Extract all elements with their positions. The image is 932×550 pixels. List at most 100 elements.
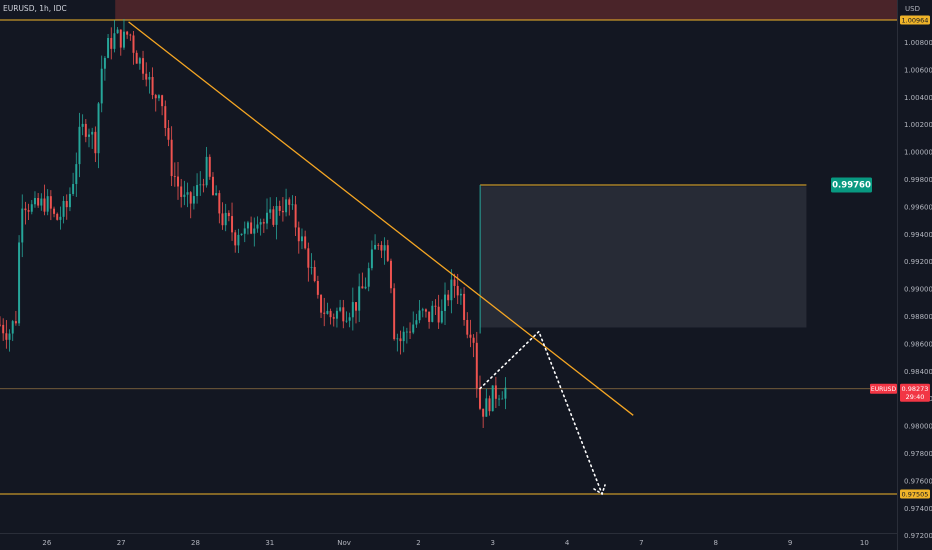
price-tick-label: 0.99200	[904, 258, 932, 266]
price-tick-label: 0.98400	[904, 368, 932, 376]
candlestick-series	[0, 18, 507, 428]
candle-body	[78, 126, 81, 165]
candle-body	[0, 324, 1, 326]
candle-body	[405, 331, 408, 333]
candle-body	[170, 139, 173, 177]
candle-body	[374, 244, 377, 250]
price-tick-label: 0.98600	[904, 340, 932, 348]
candle-body	[358, 286, 361, 311]
candle-body	[161, 95, 164, 107]
time-tick-label: 8	[714, 539, 718, 547]
candle-body	[189, 192, 192, 204]
candle-body	[440, 310, 443, 323]
price-tick-label: 0.97400	[904, 505, 932, 513]
candle-body	[281, 210, 284, 213]
candle-body	[24, 208, 27, 211]
candle-body	[294, 204, 297, 228]
candle-body	[113, 33, 116, 49]
projected-path[interactable]	[479, 330, 603, 495]
candle-body	[424, 309, 427, 312]
time-tick-label: 27	[117, 539, 126, 547]
candle-body	[323, 312, 326, 314]
candle-body	[278, 206, 281, 211]
target-zone-box[interactable]	[480, 186, 807, 328]
candle-body	[329, 310, 332, 318]
candle-body	[482, 408, 485, 417]
time-tick-label: Nov	[337, 539, 351, 547]
candle-body	[243, 228, 246, 234]
candle-body	[246, 222, 249, 229]
candle-body	[126, 31, 129, 35]
price-tick-label: 0.98000	[904, 423, 932, 431]
candle-body	[383, 245, 386, 251]
candle-body	[453, 279, 456, 286]
candle-body	[418, 310, 421, 321]
price-tick-label: 1.00800	[904, 39, 932, 47]
candle-body	[380, 245, 383, 251]
candle-body	[412, 324, 415, 333]
candle-body	[501, 398, 504, 400]
candle-body	[367, 268, 370, 287]
candle-body	[297, 227, 300, 242]
projection-arrowhead-stroke	[593, 484, 606, 496]
price-tick-label: 0.99600	[904, 203, 932, 211]
candle-body	[192, 196, 195, 204]
candle-body	[205, 156, 208, 186]
symbol-label: EURUSD, 1h, IDC	[3, 4, 67, 13]
time-tick-label: 3	[491, 539, 495, 547]
candle-body	[396, 338, 399, 340]
time-tick-label: 26	[42, 539, 51, 547]
candle-body	[167, 128, 170, 140]
candle-body	[221, 213, 224, 226]
candle-body	[94, 131, 97, 154]
candle-body	[402, 331, 405, 342]
candle-body	[393, 288, 396, 340]
candle-body	[234, 232, 237, 246]
price-badges: 1.00964 0.97505 0.99760 EURUSD 0.98273 2…	[831, 15, 930, 499]
symbol-price-badge-text: EURUSD	[871, 386, 897, 393]
candle-body	[339, 307, 342, 311]
candle-body	[43, 198, 46, 212]
price-axis-panel[interactable]	[897, 0, 932, 550]
time-tick-label: 2	[416, 539, 420, 547]
candle-body	[342, 307, 345, 322]
candle-body	[262, 222, 265, 224]
time-tick-label: 31	[265, 539, 274, 547]
target-price-badge[interactable]	[831, 177, 872, 193]
descending-trendline[interactable]	[128, 21, 634, 416]
candle-body	[335, 310, 338, 319]
candle-body	[421, 309, 424, 311]
candle-body	[11, 321, 14, 334]
candle-body	[256, 224, 259, 229]
candle-body	[307, 248, 310, 268]
candle-body	[100, 68, 103, 104]
candle-body	[313, 267, 316, 282]
candle-body	[53, 208, 56, 214]
time-tick-label: 28	[191, 539, 200, 547]
time-axis-ticks: 26 27 28 31 Nov 2 3 4 7 8 9 10	[42, 539, 868, 547]
last-price-badge	[900, 383, 930, 402]
candle-body	[116, 29, 119, 34]
candle-body	[218, 193, 221, 214]
time-tick-label: 10	[860, 539, 869, 547]
candle-body	[145, 73, 148, 80]
price-tick-label: 0.97200	[904, 532, 932, 540]
top-level-badge-text: 1.00964	[902, 17, 929, 25]
candle-body	[291, 204, 294, 206]
candle-body	[148, 77, 151, 80]
candle-body	[129, 34, 132, 36]
candle-body	[154, 95, 157, 99]
price-tick-label: 0.97600	[904, 477, 932, 485]
time-tick-label: 4	[565, 539, 570, 547]
candle-body	[463, 293, 466, 320]
top-level-badge	[900, 15, 930, 25]
candle-body	[88, 134, 90, 137]
candle-body	[65, 200, 68, 208]
candle-body	[40, 198, 43, 206]
candle-body	[59, 216, 62, 220]
candle-body	[494, 385, 497, 399]
candle-body	[72, 184, 75, 194]
candle-body	[456, 285, 459, 296]
